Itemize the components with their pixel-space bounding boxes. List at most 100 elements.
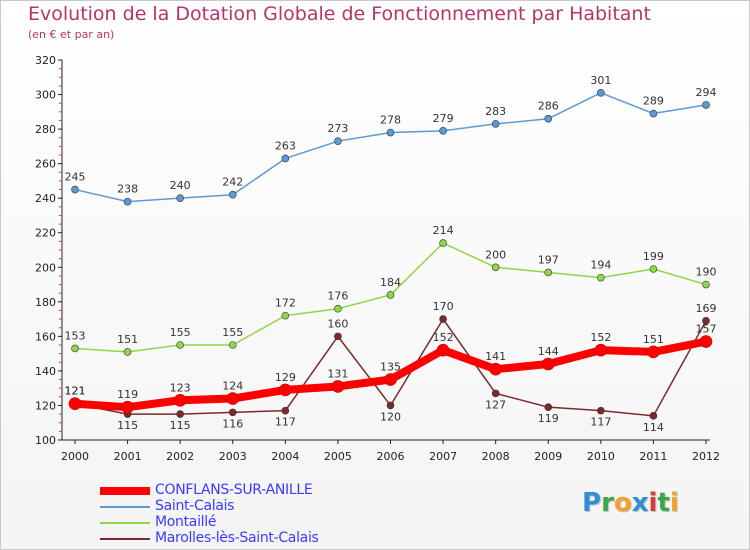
data-label: 301	[590, 74, 611, 87]
logo-letter: t	[657, 488, 670, 518]
data-label: 176	[327, 290, 348, 303]
data-point	[594, 343, 608, 357]
data-point	[331, 380, 345, 393]
x-tick-label: 2005	[324, 450, 352, 463]
data-label: 119	[117, 388, 138, 401]
data-point	[702, 317, 710, 325]
logo-letter: i	[648, 488, 658, 518]
y-tick-label: 140	[35, 365, 56, 378]
data-point	[649, 109, 658, 118]
data-point	[176, 341, 184, 349]
data-label: 135	[380, 361, 401, 374]
data-label: 116	[222, 417, 243, 430]
data-point	[71, 344, 79, 353]
legend-swatch-marolles	[100, 538, 150, 540]
data-label: 160	[327, 317, 348, 330]
x-tick-label: 2012	[692, 450, 720, 463]
data-point	[228, 408, 237, 417]
y-tick-label: 280	[35, 123, 56, 136]
x-tick-label: 2011	[639, 450, 667, 463]
data-point	[597, 406, 605, 415]
data-point	[436, 343, 450, 357]
y-tick-label: 120	[35, 399, 56, 412]
data-point	[647, 345, 660, 359]
data-label: 263	[275, 139, 296, 152]
legend-label-marolles: Marolles-lès-Saint-Calais	[155, 530, 319, 546]
data-point	[384, 373, 397, 386]
x-tick-label: 2002	[166, 450, 194, 463]
y-tick-label: 220	[35, 227, 56, 240]
data-point	[544, 114, 553, 123]
data-label: 200	[485, 248, 506, 261]
data-label: 120	[380, 410, 401, 423]
data-point	[541, 357, 555, 371]
data-point	[649, 412, 658, 420]
data-point	[386, 401, 395, 410]
y-tick-label: 300	[35, 89, 56, 102]
data-label: 129	[275, 371, 296, 384]
y-tick-label: 180	[35, 296, 56, 309]
legend-label-conflans: CONFLANS-SUR-ANILLE	[155, 482, 313, 498]
y-tick-label: 320	[35, 54, 56, 67]
data-point	[597, 89, 605, 97]
legend-label-saint-calais: Saint-Calais	[155, 498, 235, 514]
data-label: 115	[170, 419, 191, 432]
data-label: 117	[275, 416, 296, 429]
data-point	[228, 341, 237, 349]
data-label: 152	[590, 331, 611, 344]
data-label: 157	[696, 323, 717, 336]
data-label: 278	[380, 114, 401, 127]
data-label: 286	[538, 100, 559, 113]
data-label: 119	[538, 412, 559, 425]
data-label: 151	[117, 333, 138, 346]
data-label: 153	[65, 329, 86, 342]
data-label: 242	[222, 176, 243, 189]
data-point	[121, 400, 134, 414]
data-label: 127	[485, 398, 506, 411]
data-point	[491, 263, 500, 272]
data-label: 141	[485, 350, 506, 363]
x-tick-label: 2008	[482, 450, 510, 463]
data-label: 121	[65, 385, 86, 398]
data-label: 117	[590, 416, 611, 429]
x-tick-label: 2009	[534, 450, 562, 463]
y-tick-label: 200	[35, 261, 56, 274]
data-label: 197	[538, 253, 559, 266]
logo-letter: r	[601, 488, 614, 518]
chart-data-labels: 121 119 123 124 129 131 135 152 141 144 152 151 157 2…	[65, 74, 717, 434]
data-point	[334, 304, 342, 313]
data-point	[386, 291, 395, 299]
logo-letter: i	[669, 488, 679, 518]
data-label: 123	[170, 381, 191, 394]
data-label: 238	[117, 183, 138, 196]
legend-swatch-saint-calais	[100, 506, 150, 508]
logo-letter: P	[582, 488, 602, 518]
data-label: 155	[222, 326, 243, 339]
data-point	[123, 348, 132, 356]
data-point	[334, 332, 342, 341]
data-label: 190	[696, 266, 717, 279]
chart-series	[68, 89, 713, 420]
data-label: 294	[696, 86, 717, 99]
y-tick-label: 160	[35, 330, 56, 343]
data-point	[439, 239, 447, 247]
data-point	[123, 197, 132, 206]
data-label: 151	[643, 333, 664, 346]
chart-title: Evolution de la Dotation Globale de Fonc…	[28, 3, 651, 25]
logo-letter: o	[613, 488, 632, 518]
data-point	[702, 101, 710, 109]
x-tick-label: 2003	[219, 450, 247, 463]
data-label: 114	[643, 421, 664, 434]
data-point	[173, 393, 187, 407]
data-label: 273	[327, 122, 348, 135]
data-label: 152	[433, 331, 454, 344]
data-label: 155	[170, 326, 191, 339]
data-label: 172	[275, 297, 296, 310]
data-label: 199	[643, 250, 664, 263]
logo-letter: x	[631, 488, 649, 518]
legend-label-montaille: Montaillé	[155, 514, 217, 530]
x-tick-label: 2001	[114, 450, 142, 463]
data-point	[226, 392, 240, 405]
